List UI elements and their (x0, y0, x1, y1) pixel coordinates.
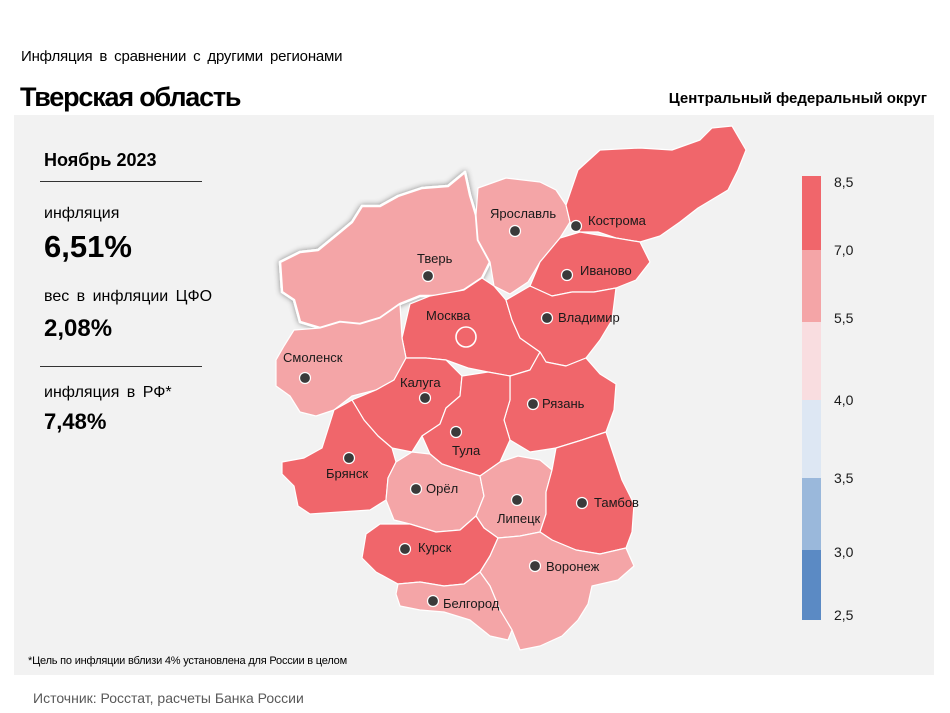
color-legend: 8,5 7,0 5,5 4,0 3,5 3,0 2,5 (802, 174, 854, 623)
region-label: Орёл (426, 481, 458, 496)
inflation-label: инфляция (44, 205, 120, 222)
region-label: Брянск (326, 466, 368, 481)
legend-swatch (802, 550, 821, 620)
region-label: Иваново (580, 263, 632, 278)
legend-tick-label: 4,0 (834, 392, 854, 408)
region-Кострома[interactable] (565, 125, 747, 243)
region-label: Ярославль (490, 206, 556, 221)
region-Тамбов[interactable] (539, 431, 635, 555)
city-dot (569, 219, 583, 233)
region-label: Владимир (558, 310, 620, 325)
city-dot (342, 451, 356, 465)
region-label: Москва (426, 308, 471, 323)
region-label: Смоленск (283, 350, 343, 365)
city-dot (528, 559, 542, 573)
city-dot (526, 397, 540, 411)
region-label: Тула (452, 443, 481, 458)
district-title: Центральный федеральный округ (668, 90, 927, 107)
legend-tick-label: 3,5 (834, 470, 854, 486)
region-label: Белгород (443, 596, 500, 611)
legend-swatch (802, 176, 821, 250)
inflation-value: 6,51% (44, 229, 132, 264)
weight-value: 2,08% (44, 315, 113, 342)
region-label: Воронеж (546, 559, 600, 574)
rf-inflation-value: 7,48% (44, 409, 107, 434)
region-label: Калуга (400, 375, 441, 390)
city-dot (409, 482, 423, 496)
period-label: Ноябрь 2023 (44, 150, 157, 170)
divider (40, 366, 202, 367)
city-dot (418, 391, 432, 405)
legend-tick-label: 2,5 (834, 607, 854, 623)
city-dot (398, 542, 412, 556)
legend-swatch (802, 322, 821, 400)
legend-tick-label: 5,5 (834, 310, 854, 326)
region-label: Тамбов (594, 495, 639, 510)
region-Владимир[interactable] (505, 285, 617, 367)
legend-tick-label: 8,5 (834, 174, 854, 190)
weight-label: вес в инфляции ЦФО (44, 288, 213, 305)
rf-inflation-label: инфляция в РФ* (44, 384, 172, 401)
region-label: Тверь (417, 251, 453, 266)
city-dot (540, 311, 554, 325)
page-title: Тверская область (20, 82, 242, 112)
legend-tick-label: 7,0 (834, 242, 854, 258)
legend-swatch (802, 400, 821, 478)
legend-swatch (802, 478, 821, 550)
region-Белгород[interactable] (395, 571, 513, 641)
city-dot (510, 493, 524, 507)
region-label: Липецк (497, 511, 541, 526)
legend-swatch (802, 250, 821, 322)
city-dot (560, 268, 574, 282)
city-dot (426, 594, 440, 608)
region-label: Рязань (542, 396, 585, 411)
city-dot (421, 269, 435, 283)
city-dot (298, 371, 312, 385)
legend-tick-label: 3,0 (834, 544, 854, 560)
divider (40, 181, 202, 182)
moscow-city-marker (455, 326, 477, 348)
city-dot (575, 496, 589, 510)
region-Калуга[interactable] (351, 357, 463, 453)
city-dot (449, 425, 463, 439)
chart-subtitle: Инфляция в сравнении с другими регионами (21, 48, 343, 65)
source-note: Источник: Росстат, расчеты Банка России (33, 690, 304, 706)
region-label: Курск (418, 540, 452, 555)
city-dot (508, 224, 522, 238)
footnote: *Цель по инфляции вблизи 4% установлена … (28, 655, 347, 667)
stats-block: Ноябрь 2023 инфляция 6,51% вес в инфляци… (14, 115, 234, 445)
region-label: Кострома (588, 213, 647, 228)
region-Брянск[interactable] (281, 399, 397, 515)
